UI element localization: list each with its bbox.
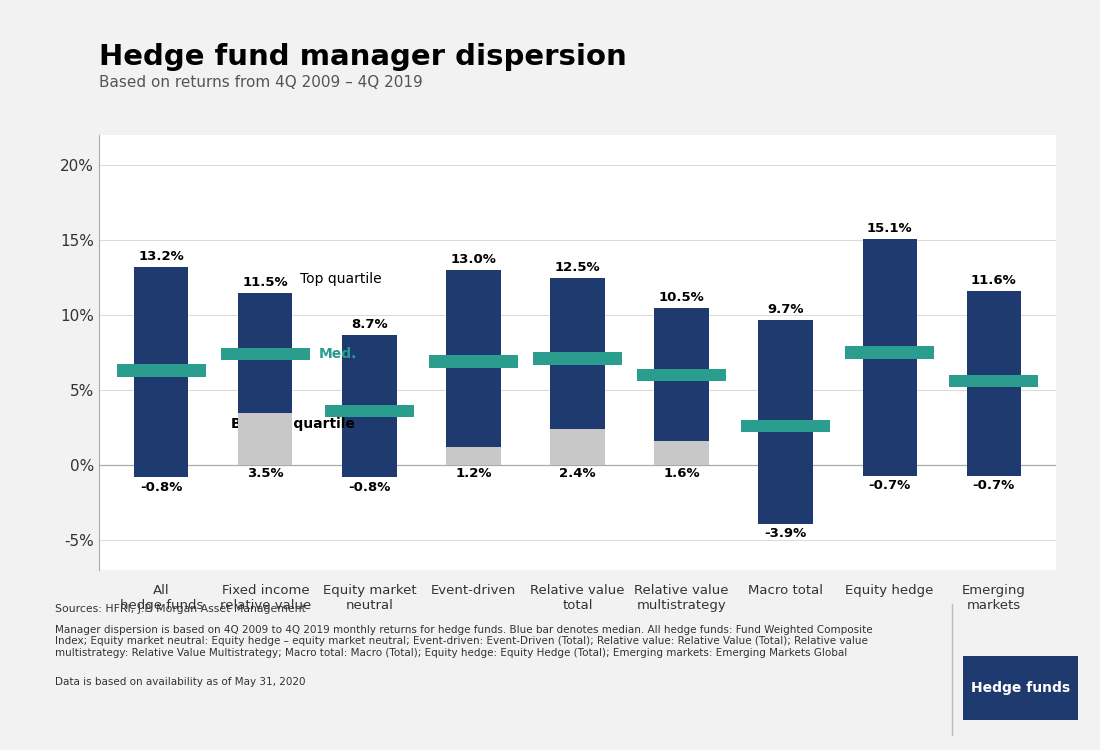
Bar bbox=[550, 429, 605, 465]
Bar bbox=[447, 270, 500, 465]
Text: Data is based on availability as of May 31, 2020: Data is based on availability as of May … bbox=[55, 677, 306, 687]
Text: 11.5%: 11.5% bbox=[243, 276, 288, 289]
Bar bbox=[342, 465, 396, 477]
Bar bbox=[949, 375, 1038, 387]
Bar bbox=[862, 465, 916, 476]
Bar bbox=[117, 364, 206, 376]
Text: 8.7%: 8.7% bbox=[351, 318, 388, 331]
Text: 13.2%: 13.2% bbox=[139, 251, 185, 263]
Text: -0.7%: -0.7% bbox=[972, 479, 1014, 492]
Bar bbox=[654, 308, 708, 465]
Text: 15.1%: 15.1% bbox=[867, 222, 912, 235]
Bar bbox=[532, 352, 623, 365]
Bar bbox=[759, 320, 813, 465]
Text: 1.2%: 1.2% bbox=[455, 467, 492, 480]
Bar bbox=[239, 413, 293, 465]
Bar bbox=[221, 348, 310, 361]
Text: Manager dispersion is based on 4Q 2009 to 4Q 2019 monthly returns for hedge fund: Manager dispersion is based on 4Q 2009 t… bbox=[55, 625, 872, 658]
Bar bbox=[429, 356, 518, 368]
Text: -3.9%: -3.9% bbox=[764, 527, 806, 540]
Text: Bottom quartile: Bottom quartile bbox=[231, 417, 355, 431]
Text: Top quartile: Top quartile bbox=[300, 272, 382, 286]
Text: -0.8%: -0.8% bbox=[140, 481, 183, 494]
Text: 10.5%: 10.5% bbox=[659, 291, 704, 304]
Text: -0.8%: -0.8% bbox=[349, 481, 390, 494]
Bar bbox=[447, 447, 500, 465]
Text: 9.7%: 9.7% bbox=[768, 303, 804, 316]
Bar bbox=[759, 465, 813, 524]
Text: Sources: HFRI, J.P. Morgan Asset Management: Sources: HFRI, J.P. Morgan Asset Managem… bbox=[55, 604, 306, 613]
Bar bbox=[862, 238, 916, 465]
Text: 2.4%: 2.4% bbox=[559, 467, 596, 480]
Text: 12.5%: 12.5% bbox=[554, 261, 601, 274]
Bar bbox=[637, 369, 726, 381]
Bar bbox=[967, 465, 1021, 476]
Bar bbox=[967, 291, 1021, 465]
Bar bbox=[134, 465, 188, 477]
Text: Based on returns from 4Q 2009 – 4Q 2019: Based on returns from 4Q 2009 – 4Q 2019 bbox=[99, 75, 422, 90]
Text: 11.6%: 11.6% bbox=[970, 274, 1016, 287]
Bar bbox=[845, 346, 934, 359]
Text: 13.0%: 13.0% bbox=[451, 254, 496, 266]
Bar bbox=[654, 441, 708, 465]
Text: 3.5%: 3.5% bbox=[248, 467, 284, 480]
Bar bbox=[324, 405, 414, 417]
Text: 1.6%: 1.6% bbox=[663, 467, 700, 480]
Bar bbox=[342, 334, 396, 465]
Text: -0.7%: -0.7% bbox=[868, 479, 911, 492]
Bar bbox=[741, 420, 830, 432]
Bar bbox=[134, 267, 188, 465]
Text: Med.: Med. bbox=[318, 347, 356, 361]
Text: Hedge fund manager dispersion: Hedge fund manager dispersion bbox=[99, 44, 627, 71]
Bar bbox=[550, 278, 605, 465]
Bar bbox=[239, 292, 293, 465]
Text: Hedge funds: Hedge funds bbox=[970, 681, 1070, 695]
